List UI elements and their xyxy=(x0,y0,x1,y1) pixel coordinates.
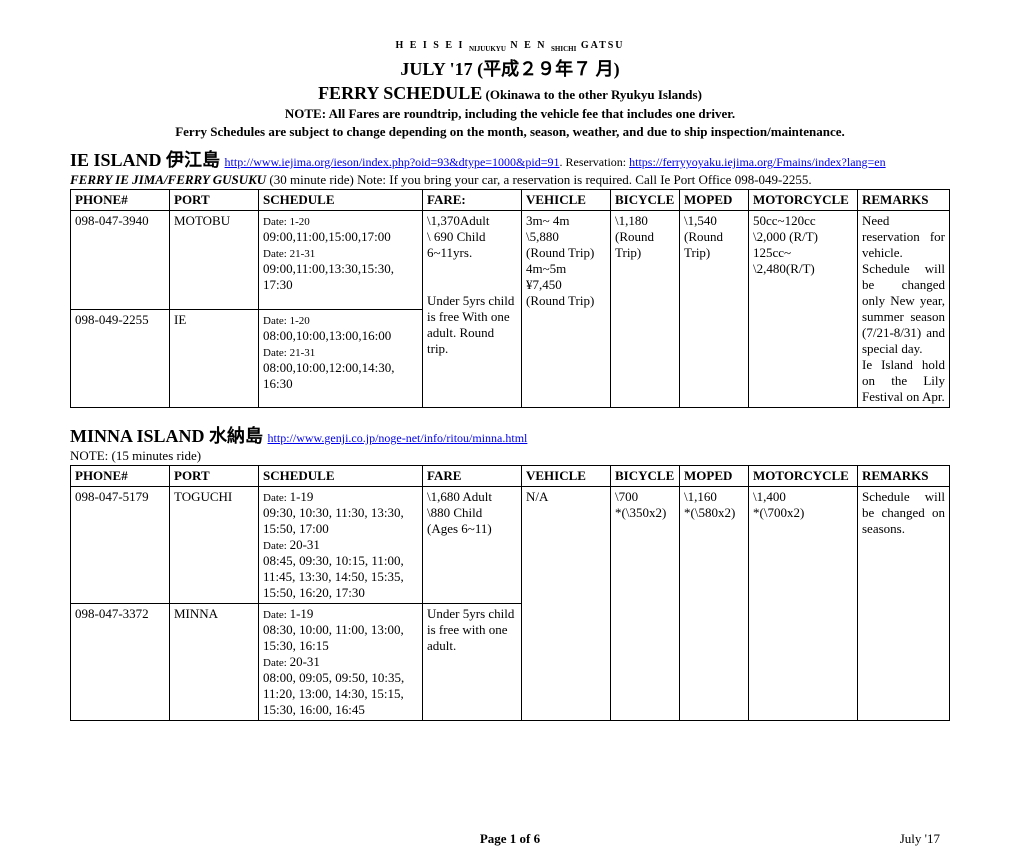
cell-schedule: Date: 1-19 09:30, 10:30, 11:30, 13:30, 1… xyxy=(259,487,423,604)
ie-link-2[interactable]: https://ferryyoyaku.iejima.org/Fmains/in… xyxy=(629,155,886,169)
sched-date: Date: xyxy=(263,609,290,621)
cell-vehicle: 3m~ 4m\5,880(Round Trip)4m~5m¥7,450(Roun… xyxy=(522,211,611,408)
table-header-row: PHONE# PORT SCHEDULE FARE: VEHICLE BICYC… xyxy=(71,190,950,211)
sched-date: Date: xyxy=(263,540,290,552)
sched-time: 08:00,10:00,12:00,14:30, 16:30 xyxy=(263,360,394,391)
th-port: PORT xyxy=(170,190,259,211)
cell-bicycle: \1,180(Round Trip) xyxy=(611,211,680,408)
minna-table: PHONE# PORT SCHEDULE FARE VEHICLE BICYCL… xyxy=(70,465,950,721)
footer: Page 1 of 6 July '17 xyxy=(70,831,950,847)
th-bicycle: BICYCLE xyxy=(611,190,680,211)
th-phone: PHONE# xyxy=(71,190,170,211)
th-remarks: REMARKS xyxy=(858,466,950,487)
th-motorcycle: MOTORCYCLE xyxy=(749,466,858,487)
sched-time: 08:30, 10:00, 11:00, 13:00, 15:30, 16:15 xyxy=(263,622,404,653)
minna-island-header: MINNA ISLAND 水納島 http://www.genji.co.jp/… xyxy=(70,422,950,448)
title-main: FERRY SCHEDULE xyxy=(318,83,482,103)
ie-island-header: IE ISLAND 伊江島 http://www.iejima.org/ieso… xyxy=(70,146,950,172)
cell-phone: 098-049-2255 xyxy=(71,309,170,408)
sched-time: 09:00,11:00,15:00,17:00 xyxy=(263,229,391,244)
sched-date: Date: 1-20 xyxy=(263,315,310,327)
th-fare: FARE: xyxy=(423,190,522,211)
ie-after1: . Reservation: xyxy=(559,155,629,169)
th-moped: MOPED xyxy=(680,190,749,211)
ie-island-name: IE ISLAND 伊江島 xyxy=(70,150,220,170)
cell-schedule: Date: 1-19 08:30, 10:00, 11:00, 13:00, 1… xyxy=(259,604,423,721)
table-header-row: PHONE# PORT SCHEDULE FARE VEHICLE BICYCL… xyxy=(71,466,950,487)
sched-date: Date: 21-31 xyxy=(263,347,315,359)
table-row: 098-047-5179 TOGUCHI Date: 1-19 09:30, 1… xyxy=(71,487,950,604)
cell-motorcycle: \1,400*(\700x2) xyxy=(749,487,858,721)
cell-fare: \1,370Adult\ 690 Child 6~11yrs.Under 5yr… xyxy=(423,211,522,408)
sched-time: 09:00,11:00,13:30,15:30, 17:30 xyxy=(263,261,394,292)
cell-remarks: Need reservation for vehicle.Schedule wi… xyxy=(858,211,950,408)
cell-schedule: Date: 1-20 09:00,11:00,15:00,17:00 Date:… xyxy=(259,211,423,310)
ie-subnote-italic: FERRY IE JIMA/FERRY GUSUKU xyxy=(70,172,269,187)
cell-port: MINNA xyxy=(170,604,259,721)
sched-date-num: 1-19 xyxy=(290,606,314,621)
th-motorcycle: MOTORCYCLE xyxy=(749,190,858,211)
ie-table: PHONE# PORT SCHEDULE FARE: VEHICLE BICYC… xyxy=(70,189,950,408)
th-vehicle: VEHICLE xyxy=(522,190,611,211)
th-schedule: SCHEDULE xyxy=(259,190,423,211)
th-bicycle: BICYCLE xyxy=(611,466,680,487)
cell-phone: 098-047-3372 xyxy=(71,604,170,721)
ie-subnote: FERRY IE JIMA/FERRY GUSUKU (30 minute ri… xyxy=(70,172,950,188)
th-vehicle: VEHICLE xyxy=(522,466,611,487)
sched-date: Date: xyxy=(263,657,290,669)
cell-port: IE xyxy=(170,309,259,408)
cell-port: MOTOBU xyxy=(170,211,259,310)
th-moped: MOPED xyxy=(680,466,749,487)
title-schedule: FERRY SCHEDULE (Okinawa to the other Ryu… xyxy=(70,83,950,104)
sched-time: 09:30, 10:30, 11:30, 13:30, 15:50, 17:00 xyxy=(263,505,404,536)
title-month: JULY '17 (平成２９年７ 月) xyxy=(70,55,950,81)
th-port: PORT xyxy=(170,466,259,487)
minna-note: NOTE: (15 minutes ride) xyxy=(70,448,950,464)
cell-bicycle: \700*(\350x2) xyxy=(611,487,680,721)
sched-date: Date: 1-20 xyxy=(263,216,310,228)
cell-moped: \1,160*(\580x2) xyxy=(680,487,749,721)
cell-motorcycle: 50cc~120cc\2,000 (R/T)125cc~\2,480(R/T) xyxy=(749,211,858,408)
cell-phone: 098-047-3940 xyxy=(71,211,170,310)
cell-port: TOGUCHI xyxy=(170,487,259,604)
sched-time: 08:00, 09:05, 09:50, 10:35, 11:20, 13:00… xyxy=(263,670,404,717)
title-sub: (Okinawa to the other Ryukyu Islands) xyxy=(482,87,702,102)
cell-remarks: Schedule will be changed on seasons. xyxy=(858,487,950,721)
ie-link-1[interactable]: http://www.iejima.org/ieson/index.php?oi… xyxy=(225,155,560,169)
ruby-line: H E I S E I NIJUUKYU N E N SHICHI GATSU xyxy=(70,40,950,53)
footer-date: July '17 xyxy=(840,831,940,847)
cell-vehicle: N/A xyxy=(522,487,611,721)
th-fare: FARE xyxy=(423,466,522,487)
table-row: 098-047-3940 MOTOBU Date: 1-20 09:00,11:… xyxy=(71,211,950,310)
th-remarks: REMARKS xyxy=(858,190,950,211)
sched-date: Date: 21-31 xyxy=(263,248,315,260)
minna-island-name: MINNA ISLAND 水納島 xyxy=(70,426,263,446)
cell-schedule: Date: 1-20 08:00,10:00,13:00,16:00 Date:… xyxy=(259,309,423,408)
th-phone: PHONE# xyxy=(71,466,170,487)
ie-subnote-rest: (30 minute ride) Note: If you bring your… xyxy=(269,172,811,187)
sched-date-num: 20-31 xyxy=(290,654,320,669)
cell-phone: 098-047-5179 xyxy=(71,487,170,604)
minna-link[interactable]: http://www.genji.co.jp/noge-net/info/rit… xyxy=(268,431,528,445)
sched-date: Date: xyxy=(263,492,290,504)
sched-time: 08:45, 09:30, 10:15, 11:00, 11:45, 13:30… xyxy=(263,553,404,600)
cell-fare: Under 5yrs child is free with one adult. xyxy=(423,604,522,721)
note-fares: NOTE: All Fares are roundtrip, including… xyxy=(70,106,950,122)
th-schedule: SCHEDULE xyxy=(259,466,423,487)
cell-moped: \1,540(Round Trip) xyxy=(680,211,749,408)
footer-page: Page 1 of 6 xyxy=(180,831,840,847)
sched-date-num: 20-31 xyxy=(290,537,320,552)
note-change: Ferry Schedules are subject to change de… xyxy=(70,124,950,140)
sched-date-num: 1-19 xyxy=(290,489,314,504)
sched-time: 08:00,10:00,13:00,16:00 xyxy=(263,328,391,343)
cell-fare: \1,680 Adult\880 Child(Ages 6~11) xyxy=(423,487,522,604)
